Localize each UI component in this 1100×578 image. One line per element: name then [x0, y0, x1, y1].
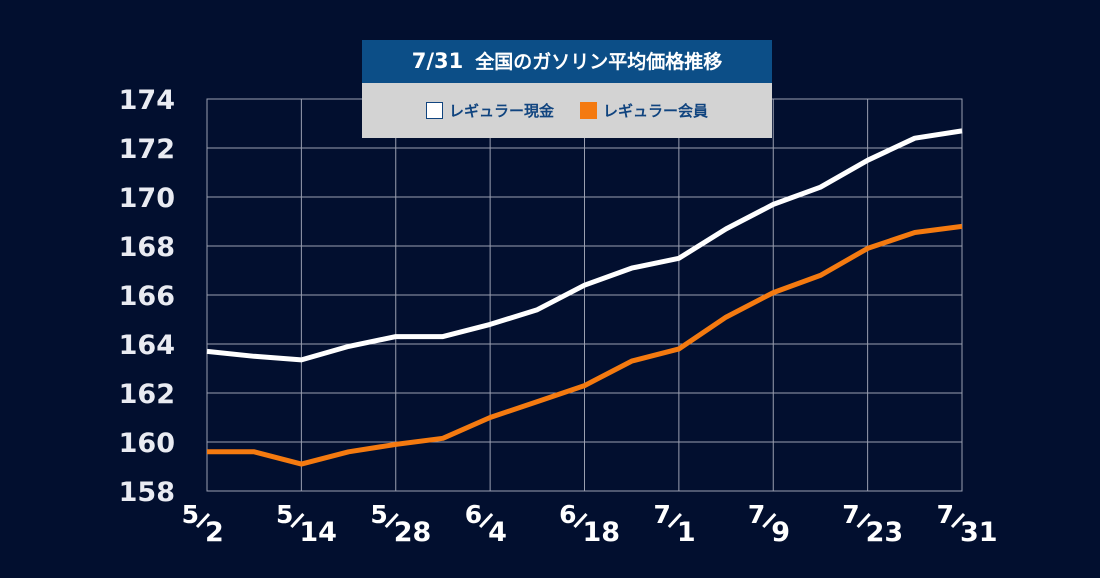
x-tick-label: 723	[842, 500, 903, 548]
series-layer	[206, 128, 963, 467]
x-tick-numerator: 6	[559, 500, 576, 529]
series-line-cash	[206, 128, 963, 363]
x-tick-numerator: 5	[276, 500, 293, 529]
x-tick-slash	[479, 512, 494, 529]
legend-item-cash: レギュラー現金	[425, 100, 554, 121]
legend-swatch-member	[580, 102, 597, 119]
x-tick-denominator: 14	[299, 517, 337, 548]
x-tick-slash	[950, 512, 966, 529]
x-tick-denominator: 1	[677, 517, 696, 548]
x-tick-denominator: 4	[488, 517, 507, 548]
x-tick-numerator: 7	[842, 500, 859, 529]
legend-label-cash: レギュラー現金	[448, 102, 554, 120]
x-tick-label: 71	[653, 500, 695, 548]
x-tick-denominator: 2	[205, 517, 224, 548]
x-tick-label: 64	[465, 500, 507, 548]
x-tick-label: 52	[182, 500, 224, 548]
chart-title-text: 全国のガソリン平均価格推移	[475, 51, 723, 73]
x-tick-slash	[290, 512, 305, 529]
x-tick-label: 514	[276, 500, 337, 548]
x-tick-denominator: 23	[866, 517, 904, 548]
x-tick-label: 618	[559, 500, 620, 548]
chart-title: 7/31 全国のガソリン平均価格推移	[362, 40, 772, 83]
x-tick-slash	[667, 512, 682, 529]
x-tick-denominator: 28	[394, 517, 432, 548]
x-tick-numerator: 5	[370, 500, 387, 529]
legend-item-member: レギュラー会員	[580, 100, 708, 121]
x-tick-slash	[762, 512, 777, 529]
y-tick-label: 174	[119, 85, 175, 116]
y-tick-label: 162	[119, 379, 175, 410]
y-tick-label: 160	[119, 428, 175, 459]
x-tick-denominator: 9	[771, 517, 790, 548]
x-tick-denominator: 31	[960, 517, 998, 548]
x-tick-label: 528	[370, 500, 431, 548]
grid-layer	[206, 98, 963, 492]
x-tick-numerator: 6	[465, 500, 482, 529]
y-tick-labels: 158 160 162 164 166 168 170 172 174	[119, 85, 175, 508]
x-tick-label: 79	[748, 500, 790, 548]
legend-swatch-cash	[425, 102, 443, 119]
x-tick-slash	[195, 512, 211, 529]
x-tick-label: 731	[937, 500, 998, 548]
series-line-member	[207, 223, 963, 467]
chart-title-date: 7/31	[411, 49, 464, 73]
y-tick-label: 170	[119, 183, 175, 214]
x-tick-slash	[573, 512, 588, 529]
y-tick-label: 172	[119, 134, 175, 165]
y-tick-label: 166	[119, 281, 175, 312]
x-tick-slash	[856, 512, 871, 529]
x-tick-numerator: 5	[182, 500, 199, 529]
y-tick-label: 164	[119, 330, 175, 361]
y-tick-label: 158	[119, 477, 175, 508]
x-tick-numerator: 7	[937, 500, 954, 529]
x-tick-slash	[384, 512, 399, 529]
y-tick-label: 168	[119, 232, 175, 263]
x-tick-numerator: 7	[653, 500, 670, 529]
x-tick-denominator: 18	[583, 517, 621, 548]
legend: 7/31 全国のガソリン平均価格推移 レギュラー現金 レギュラー会員	[362, 40, 772, 138]
legend-label-member: レギュラー会員	[603, 102, 709, 120]
x-tick-numerator: 7	[748, 500, 765, 529]
legend-entries: レギュラー現金 レギュラー会員	[362, 83, 772, 138]
